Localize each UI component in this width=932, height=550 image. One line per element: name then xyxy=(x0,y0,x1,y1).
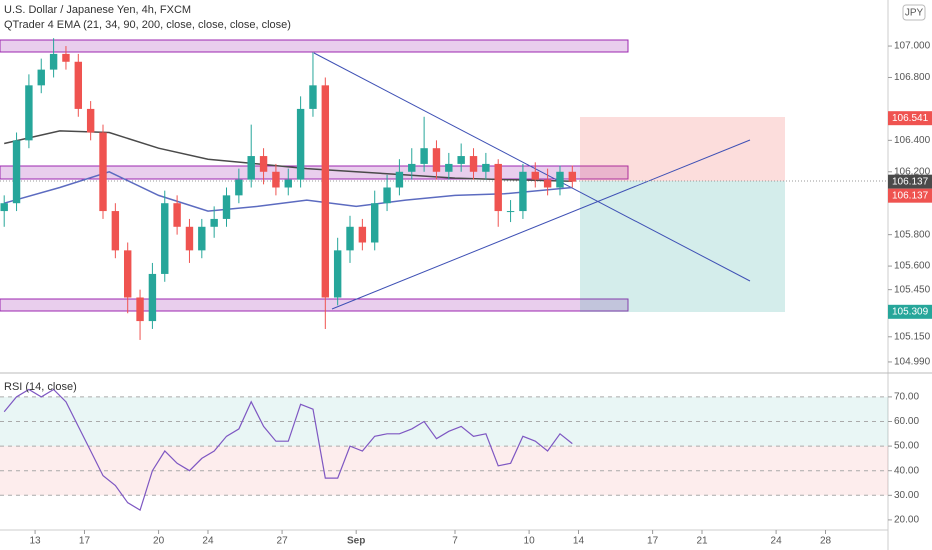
candle-body xyxy=(123,250,132,298)
x-tick-label: 27 xyxy=(277,536,289,547)
candle-body xyxy=(86,108,95,133)
y-tick-label: 107.000 xyxy=(894,41,931,52)
candle-body xyxy=(284,179,292,188)
candle-body xyxy=(531,171,539,180)
candle-body xyxy=(185,226,194,251)
candle-body xyxy=(296,108,305,180)
candle-body xyxy=(333,250,342,298)
candle-body xyxy=(161,203,169,274)
x-tick-label: 17 xyxy=(79,536,91,547)
y-tick-label: 105.600 xyxy=(894,261,931,272)
price-label-box xyxy=(888,174,932,189)
candle-body xyxy=(99,132,107,212)
y-tick-label: 106.200 xyxy=(894,166,931,177)
price-label: 106.137 xyxy=(892,176,929,187)
y-tick-label: 40.00 xyxy=(894,465,919,476)
candle-body xyxy=(74,61,83,109)
price-label: 106.137 xyxy=(892,190,929,201)
candle-body xyxy=(62,53,70,62)
candle-body xyxy=(568,171,577,182)
candle-body xyxy=(247,156,255,180)
candle-body xyxy=(210,218,218,227)
price-label-box xyxy=(888,111,932,126)
rsi-line xyxy=(3,388,573,512)
currency-badge[interactable] xyxy=(902,4,926,21)
marks: 107.000 106.800 106.400 106.200 105.800 105.6… xyxy=(0,38,932,547)
candle-body xyxy=(469,156,478,172)
x-tick-label: 13 xyxy=(30,536,42,547)
y-tick-label: 104.990 xyxy=(894,357,931,368)
candle-body xyxy=(556,171,564,188)
candle-body xyxy=(321,85,330,298)
stop-zone xyxy=(580,117,785,181)
zone xyxy=(0,298,629,312)
y-tick-label: 60.00 xyxy=(894,416,919,427)
x-tick-label: 7 xyxy=(452,536,458,547)
x-tick-label: Sep xyxy=(347,536,365,547)
currency[interactable]: JPY xyxy=(905,8,924,19)
y-tick-label: 20.00 xyxy=(894,515,919,526)
candle-body xyxy=(37,69,45,86)
price-label: 106.541 xyxy=(892,113,929,124)
indicator-title: QTrader 4 EMA (21, 34, 90, 200, close, c… xyxy=(4,19,291,31)
candle-body xyxy=(408,163,416,172)
trend-line xyxy=(313,52,751,282)
candle-body xyxy=(148,273,157,322)
x-tick-label: 21 xyxy=(696,536,708,547)
candle-body xyxy=(457,156,465,164)
candle-body xyxy=(371,203,379,243)
candle-body xyxy=(494,163,502,212)
y-tick-label: 105.800 xyxy=(894,229,931,240)
candle-body xyxy=(420,148,428,164)
x-tick-label: 17 xyxy=(647,536,659,547)
candle-body xyxy=(136,297,144,322)
zone xyxy=(0,39,629,53)
price-label-box xyxy=(888,188,932,203)
rsi-title: RSI (14, close) xyxy=(4,381,77,393)
chart-title: U.S. Dollar / Japanese Yen, 4h, FXCM xyxy=(4,4,191,16)
y-tick-label: 105.150 xyxy=(894,331,931,342)
candle-body xyxy=(395,171,404,188)
candle-body xyxy=(12,140,21,204)
candle-body xyxy=(111,211,120,251)
trend-line xyxy=(331,139,751,310)
candle-body xyxy=(506,211,515,213)
candle-body xyxy=(482,163,490,172)
y-tick-label: 70.00 xyxy=(894,392,919,403)
candle-body xyxy=(272,171,280,188)
candle-body xyxy=(198,226,206,251)
candle-body xyxy=(173,203,181,227)
candle-body xyxy=(432,148,441,172)
candle-body xyxy=(309,85,317,109)
price-label: 105.309 xyxy=(892,306,929,317)
x-tick-label: 28 xyxy=(820,536,832,547)
candle-body xyxy=(383,187,391,204)
y-tick-label: 106.400 xyxy=(894,135,931,146)
candle-body xyxy=(259,156,268,172)
candle-body xyxy=(235,179,243,196)
y-tick-label: 50.00 xyxy=(894,441,919,452)
candle-body xyxy=(0,203,8,212)
candle-body xyxy=(543,179,552,188)
x-tick-label: 24 xyxy=(202,536,214,547)
candle-body xyxy=(358,226,367,243)
candle-body xyxy=(222,195,231,219)
moving-average xyxy=(4,130,573,182)
target-zone xyxy=(580,181,785,312)
candle-body xyxy=(519,171,527,212)
y-tick-label: 105.450 xyxy=(894,284,931,295)
x-tick-label: 14 xyxy=(573,536,585,547)
x-tick-label: 24 xyxy=(771,536,783,547)
x-tick-label: 10 xyxy=(524,536,536,547)
candle-body xyxy=(49,53,58,70)
candle-body xyxy=(25,85,33,141)
y-tick-label: 30.00 xyxy=(894,490,919,501)
y-tick-label: 106.800 xyxy=(894,72,931,83)
x-tick-label: 20 xyxy=(153,536,165,547)
candle-body xyxy=(346,226,354,251)
price-label-box xyxy=(888,304,932,319)
candle-body xyxy=(445,163,453,172)
